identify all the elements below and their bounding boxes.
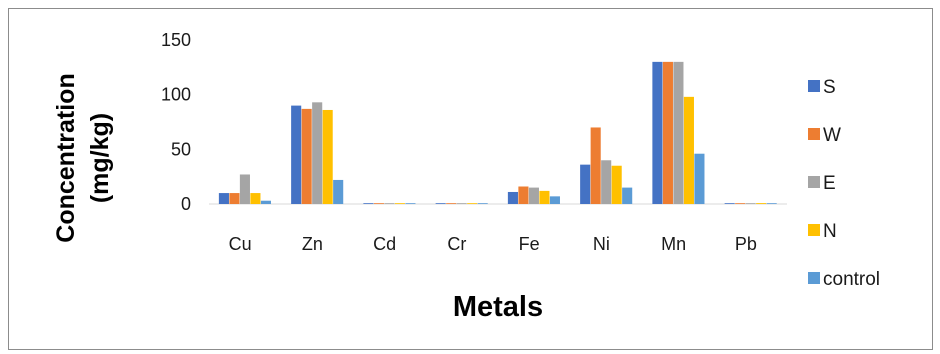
legend-label-w: W	[823, 125, 841, 146]
bar-cd-n	[394, 203, 405, 204]
legend-label-e: E	[823, 173, 836, 194]
bar-mn-s	[652, 61, 663, 204]
bar-fe-s	[507, 191, 518, 204]
bar-cd-control	[405, 203, 416, 204]
y-axis-ticks: 0 50 100 150	[161, 30, 191, 214]
bar-fe-e	[528, 187, 539, 204]
legend-swatch-w	[808, 128, 820, 140]
bar-zn-n	[322, 109, 333, 204]
bar-fe-control	[549, 196, 560, 204]
bar-ni-control	[622, 187, 633, 204]
x-tick-label: Cd	[373, 234, 396, 254]
bar-fe-n	[539, 190, 550, 204]
bar-cu-e	[239, 174, 250, 204]
bar-ni-n	[611, 165, 622, 204]
bar-mn-n	[683, 96, 694, 204]
x-tick-label: Mn	[661, 234, 686, 254]
bar-fe-w	[518, 186, 529, 204]
legend-swatch-n	[808, 224, 820, 236]
x-axis-title: Metals	[453, 291, 543, 323]
y-tick-label: 150	[161, 30, 191, 50]
y-tick-label: 100	[161, 85, 191, 105]
legend-label-control: control	[823, 269, 880, 290]
bar-cr-n	[467, 203, 478, 204]
bar-ni-e	[601, 160, 612, 204]
bar-zn-control	[333, 179, 344, 204]
bar-cu-w	[229, 193, 240, 204]
legend-swatch-control	[808, 272, 820, 284]
x-tick-label: Fe	[519, 234, 540, 254]
y-axis-title: Concentration (mg/kg)	[52, 73, 114, 242]
y-axis-title-line-2: (mg/kg)	[86, 113, 114, 203]
legend-swatch-e	[808, 176, 820, 188]
bar-mn-control	[694, 153, 705, 204]
bar-cr-control	[477, 203, 488, 204]
x-tick-label: Cu	[229, 234, 252, 254]
bar-pb-w	[735, 203, 746, 204]
bar-ni-w	[590, 127, 601, 204]
bar-pb-control	[766, 203, 777, 204]
legend-label-n: N	[823, 221, 837, 242]
bar-cr-s	[435, 203, 446, 204]
bar-cd-w	[373, 203, 384, 204]
bar-mn-w	[662, 61, 673, 204]
bar-cd-s	[363, 203, 374, 204]
bar-pb-s	[724, 203, 735, 204]
bar-cu-control	[260, 200, 271, 204]
y-axis-title-line-1: Concentration	[52, 73, 80, 242]
bar-ni-s	[580, 164, 591, 204]
legend-label-s: S	[823, 77, 836, 98]
bar-series-group	[218, 61, 777, 204]
chart-frame	[8, 8, 933, 350]
legend-swatch-s	[808, 80, 820, 92]
bar-cu-s	[218, 193, 229, 204]
bar-cd-e	[384, 203, 395, 204]
bar-zn-w	[301, 108, 312, 204]
bar-pb-n	[756, 203, 767, 204]
bar-cr-e	[456, 203, 467, 204]
x-tick-label: Pb	[735, 234, 757, 254]
x-axis-ticks: Cu Zn Cd Cr Fe Ni Mn Pb	[229, 234, 757, 254]
y-tick-label: 50	[171, 139, 191, 159]
x-tick-label: Cr	[447, 234, 466, 254]
bar-cu-n	[250, 193, 261, 204]
x-tick-label: Ni	[593, 234, 610, 254]
bar-zn-e	[312, 102, 323, 204]
x-tick-label: Zn	[302, 234, 323, 254]
y-tick-label: 0	[181, 194, 191, 214]
bar-mn-e	[673, 61, 684, 204]
bar-cr-w	[446, 203, 457, 204]
bar-pb-e	[745, 203, 756, 204]
bar-zn-s	[291, 105, 302, 204]
